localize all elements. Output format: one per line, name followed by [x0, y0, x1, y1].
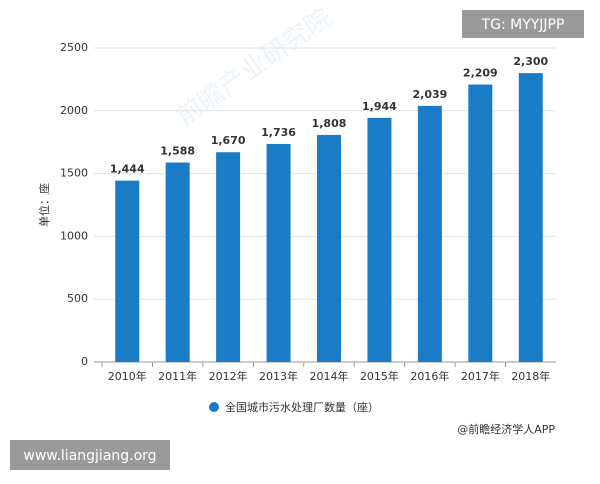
x-tick-label: 2018年 [511, 369, 550, 383]
y-tick-label: 1000 [60, 229, 88, 242]
bar [216, 152, 241, 362]
y-tick-label: 2000 [60, 104, 88, 117]
source: @前瞻经济学人APP [457, 422, 555, 436]
y-axis-label: 单位：座 [37, 183, 51, 227]
value-label: 1,808 [312, 117, 347, 130]
value-label: 1,944 [362, 100, 397, 113]
y-tick-label: 2500 [60, 41, 88, 54]
x-tick-label: 2012年 [209, 369, 248, 383]
value-label: 2,209 [463, 67, 498, 80]
watermark: 前瞻产业研究院 [171, 3, 337, 132]
badge: TG: MYYJJPP [481, 17, 565, 33]
bar [266, 143, 291, 362]
value-label: 1,736 [261, 126, 296, 139]
value-label: 1,588 [160, 145, 195, 158]
bar [115, 180, 140, 362]
site-box [10, 440, 170, 470]
bar [367, 117, 392, 362]
value-label: 1,670 [211, 134, 246, 147]
legend-label: 全国城市污水处理厂数量（座） [225, 400, 379, 414]
x-tick-label: 2017年 [461, 369, 500, 383]
bar [468, 84, 493, 363]
badge-box [462, 10, 584, 38]
bar [417, 105, 442, 362]
value-label: 1,444 [110, 163, 145, 176]
y-tick-label: 1500 [60, 167, 88, 180]
bar [165, 162, 190, 362]
y-tick-label: 500 [67, 292, 88, 305]
value-label: 2,039 [412, 88, 447, 101]
x-tick-label: 2014年 [310, 369, 349, 383]
site: www.liangjiang.org [23, 448, 156, 464]
legend-marker [209, 402, 219, 412]
y-tick-label: 0 [81, 355, 88, 368]
bar [317, 134, 341, 362]
x-tick-label: 2013年 [259, 369, 298, 383]
x-tick-label: 2010年 [108, 369, 147, 383]
x-tick-label: 2016年 [410, 369, 449, 383]
bar [518, 73, 543, 363]
x-tick-label: 2011年 [158, 369, 197, 383]
x-tick-label: 2015年 [360, 369, 399, 383]
value-label: 2,300 [513, 55, 548, 68]
